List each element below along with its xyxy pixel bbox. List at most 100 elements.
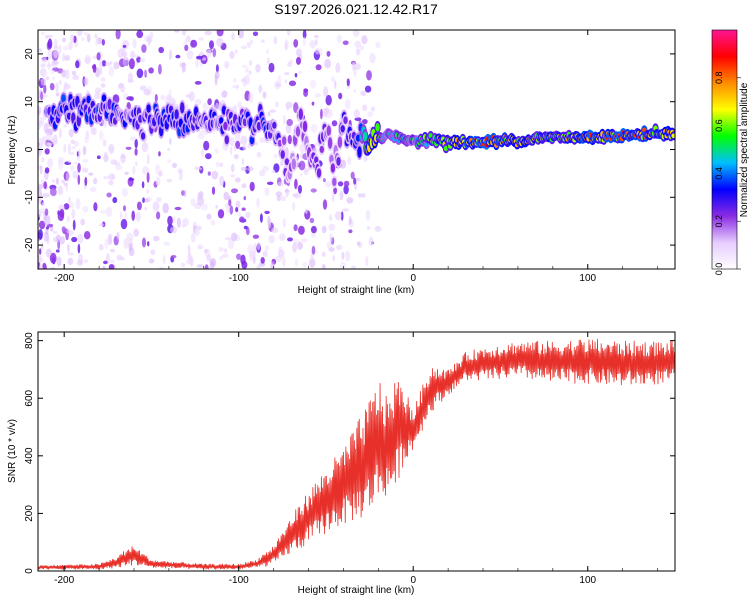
- spectrogram-noise-blob: [136, 68, 144, 79]
- spectrogram-noise-blob: [254, 141, 258, 146]
- spectrogram-noise-blob: [321, 225, 327, 234]
- spectrogram-noise-blob: [99, 130, 104, 141]
- spectrogram-noise-blob: [310, 79, 317, 89]
- spectrogram-noise-blob: [215, 161, 220, 168]
- spectrogram-noise-blob: [266, 181, 274, 185]
- spectrogram-ridge-core: [295, 126, 301, 137]
- spectrogram-noise-blob: [271, 227, 279, 234]
- spectrogram-noise-blob: [53, 45, 59, 50]
- spectrogram-x-ticks: -200 -100 0 100: [54, 30, 658, 284]
- spectrogram-noise-blob: [67, 257, 74, 265]
- spectrogram-noise-blob: [47, 49, 53, 60]
- spectrogram-noise-blob: [123, 205, 126, 212]
- spectrogram-noise-blob: [95, 38, 99, 46]
- spectrogram-noise-blob: [108, 66, 115, 77]
- spectrogram-noise-blob: [264, 245, 269, 252]
- spectrogram-ridge-core: [357, 146, 362, 158]
- spectrogram-noise-blob: [336, 34, 342, 44]
- spectrogram-noise-blob: [158, 46, 164, 54]
- spectrogram-noise-blob: [47, 158, 53, 168]
- spectrogram-noise-blob: [358, 193, 362, 198]
- spectrogram-noise-blob: [102, 139, 107, 147]
- colorbar-ticks: 0.0 0.2 0.4 0.6 0.8: [714, 72, 741, 275]
- snr-panel: -200 -100 0 100 0 200 400 600 800 Height of str…: [7, 331, 676, 596]
- spectrogram-noise-blob: [361, 193, 366, 198]
- spectrogram-noise-blob: [341, 251, 345, 260]
- spectrogram-noise-blob: [57, 239, 61, 250]
- spectrogram-noise-blob: [267, 111, 271, 117]
- spectrogram-noise-blob: [82, 159, 89, 163]
- spectrogram-noise-blob: [42, 262, 47, 269]
- spectrogram-noise-blob: [150, 249, 156, 256]
- spectrogram-ridge-core: [180, 102, 185, 114]
- spectrogram-noise-blob: [152, 201, 160, 212]
- spectrogram-noise-blob: [96, 52, 101, 61]
- spectrogram-noise-blob: [209, 40, 214, 50]
- spectrogram-ridge-core: [319, 145, 324, 154]
- spectrogram-noise-blob: [50, 69, 55, 74]
- spectrogram-noise-blob: [259, 213, 263, 223]
- spectrogram-noise-blob: [43, 214, 51, 226]
- spectrogram-noise-blob: [296, 56, 301, 65]
- spectrogram-noise-blob: [135, 161, 138, 167]
- spectrogram-noise-blob: [236, 253, 242, 260]
- colorbar-tick-label: 0.8: [714, 72, 724, 85]
- spectrogram-noise-blob: [93, 202, 98, 212]
- spectrogram-noise-blob: [300, 238, 308, 243]
- spectrogram-noise-blob: [215, 64, 219, 73]
- spectrogram-noise-blob: [271, 169, 276, 174]
- spectrogram-noise-blob: [303, 167, 310, 173]
- spectrogram-noise-blob: [343, 184, 349, 195]
- spectrogram-noise-blob: [72, 170, 79, 179]
- spectrogram-noise-blob: [258, 84, 263, 94]
- spectrogram-noise-blob: [156, 211, 161, 220]
- spectrogram-noise-blob: [120, 83, 125, 93]
- spectrogram-noise-blob: [38, 117, 45, 127]
- spectrogram-noise-blob: [129, 136, 137, 141]
- spectrogram-noise-blob: [38, 191, 43, 198]
- spectrogram-noise-blob: [197, 244, 204, 250]
- spectrogram-noise-blob: [51, 60, 59, 65]
- spectrogram-noise-blob: [360, 90, 367, 97]
- spectrogram-noise-blob: [59, 236, 65, 245]
- spectrogram-noise-blob: [42, 94, 49, 98]
- spectrogram-noise-blob: [286, 105, 289, 112]
- snr-y-label: SNR (10 * v/v): [7, 419, 18, 483]
- spectrogram-noise-blob: [217, 209, 225, 219]
- spectrogram-noise-blob: [256, 264, 261, 269]
- spectrogram-noise-blob: [210, 258, 217, 267]
- spectrogram-noise-blob: [340, 261, 346, 269]
- spectrogram-noise-blob: [51, 138, 55, 143]
- spectrogram-ridge-core: [337, 136, 343, 148]
- spectrogram-noise-blob: [70, 139, 75, 144]
- spectrogram-noise-blob: [134, 138, 138, 149]
- spectrogram-noise-blob: [167, 147, 171, 152]
- spectrogram-noise-blob: [309, 40, 316, 49]
- spectrogram-noise-blob: [124, 211, 128, 222]
- spectrogram-noise-blob: [81, 37, 85, 41]
- spectrogram-noise-blob: [69, 165, 75, 172]
- spectrogram-ridge-core: [61, 94, 66, 103]
- spectrogram-noise-blob: [41, 57, 48, 63]
- spectrogram-noise-blob: [302, 30, 307, 39]
- spectrogram-noise-blob: [86, 33, 91, 43]
- spectrogram-noise-blob: [324, 107, 330, 115]
- spectrogram-noise-blob: [127, 72, 133, 83]
- spectrogram-noise-blob: [174, 30, 180, 33]
- spectrogram-noise-blob: [331, 76, 335, 83]
- spectrogram-ridge-core: [326, 125, 331, 137]
- spectrogram-noise-blob: [108, 259, 116, 264]
- spectrogram-ridge-core: [375, 123, 380, 132]
- spectrogram-noise-blob: [228, 199, 232, 207]
- spectrogram-noise-blob: [176, 217, 181, 229]
- spectrogram-noise-blob: [146, 36, 153, 44]
- spectrogram-noise-blob: [241, 158, 245, 166]
- spectrogram-ridge-core: [146, 104, 151, 113]
- spectrogram-noise-blob: [252, 234, 260, 239]
- spectrogram-noise-blob: [155, 164, 161, 175]
- spectrogram-noise-blob: [59, 127, 62, 139]
- spectrogram-noise-blob: [329, 214, 333, 221]
- spectrogram-noise-blob: [366, 226, 371, 230]
- spectrogram-noise-blob: [194, 226, 200, 237]
- spectrogram-noise-blob: [38, 48, 42, 53]
